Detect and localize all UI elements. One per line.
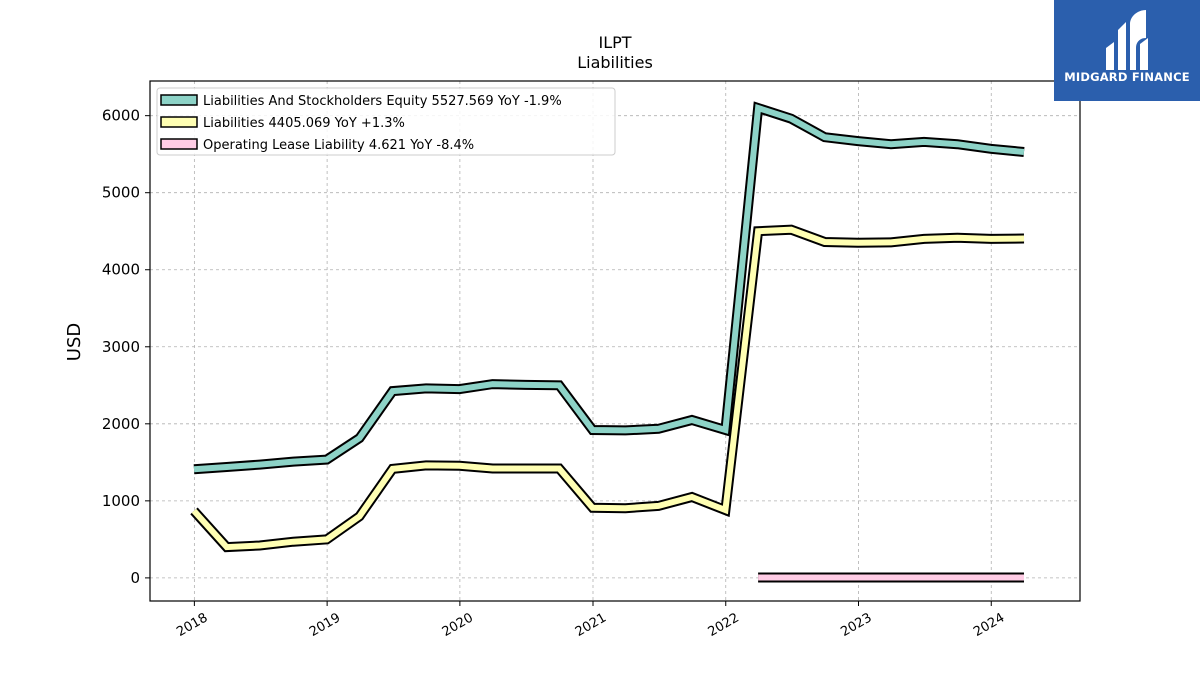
legend-label: Liabilities 4405.069 YoY +1.3% xyxy=(203,116,405,131)
y-tick-label: 5000 xyxy=(102,184,140,202)
y-axis-label: USD xyxy=(64,323,85,361)
series-outline-liabilities-and-stockholders-equity xyxy=(193,101,1025,475)
series-line-liabilities xyxy=(191,226,1025,551)
series-line-liabilities-and-stockholders-equity xyxy=(193,104,1025,473)
brand-logo: MIDGARD FINANCE xyxy=(1054,0,1200,101)
x-tick-label: 2019 xyxy=(307,610,343,640)
x-tick-label: 2020 xyxy=(440,610,476,640)
y-tick-label: 3000 xyxy=(102,338,140,356)
y-tick-label: 0 xyxy=(130,569,140,587)
legend: Liabilities And Stockholders Equity 5527… xyxy=(156,87,616,156)
legend-swatch xyxy=(160,116,198,128)
logo-text: MIDGARD FINANCE xyxy=(1064,70,1190,84)
legend-swatch xyxy=(160,138,198,150)
y-tick-label: 4000 xyxy=(102,261,140,279)
legend-label: Liabilities And Stockholders Equity 5527… xyxy=(203,94,562,109)
x-tick-label: 2018 xyxy=(174,610,210,640)
x-tick-label: 2021 xyxy=(573,610,609,640)
x-tick-label: 2024 xyxy=(971,610,1007,640)
series-layer xyxy=(190,101,1025,583)
chart-title: ILPT xyxy=(598,33,631,52)
plot-frame xyxy=(149,80,1081,602)
axes: 0 1000 2000 3000 4000 5000 6000 2018 2019 2020 202… xyxy=(102,107,1007,640)
series-outline-liabilities xyxy=(190,224,1025,553)
chart-subtitle: Liabilities xyxy=(577,53,653,72)
legend-label: Operating Lease Liability 4.621 YoY -8.4… xyxy=(203,138,474,153)
x-tick-label: 2022 xyxy=(706,610,742,640)
legend-box xyxy=(156,87,616,156)
grid xyxy=(150,81,1080,601)
y-tick-label: 1000 xyxy=(102,492,140,510)
y-tick-label: 2000 xyxy=(102,415,140,433)
legend-swatch xyxy=(160,94,198,106)
x-tick-label: 2023 xyxy=(838,610,874,640)
y-tick-label: 6000 xyxy=(102,107,140,125)
midgard-logo-icon xyxy=(1106,10,1148,70)
